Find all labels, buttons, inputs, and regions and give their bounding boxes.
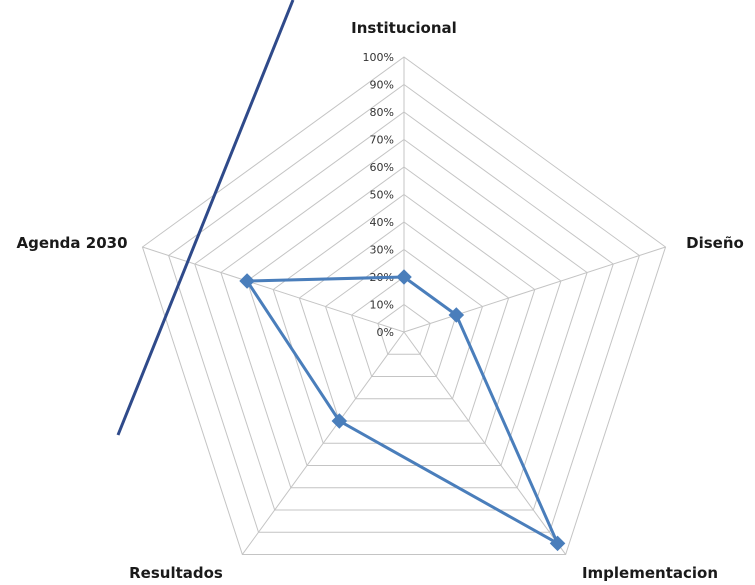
radar-spokes xyxy=(142,57,666,555)
diagonal-overlay xyxy=(116,0,295,436)
tick-label: 60% xyxy=(370,161,394,174)
axis-label: Implementacion xyxy=(582,564,718,582)
series-line xyxy=(245,275,560,545)
axis-label: Institucional xyxy=(351,19,457,37)
spoke-3 xyxy=(241,331,405,555)
grid-ring-10 xyxy=(141,56,667,555)
tick-label: 90% xyxy=(370,79,394,92)
grid-ring-7 xyxy=(220,138,588,489)
tick-label: 100% xyxy=(363,51,394,64)
tick-label: 30% xyxy=(370,244,394,257)
tick-label: 10% xyxy=(370,299,394,312)
grid-ring-4 xyxy=(298,221,510,422)
spoke-2 xyxy=(403,331,567,555)
axis-label: Diseño xyxy=(686,234,744,252)
grid-ring-1 xyxy=(377,303,431,355)
overlay-line xyxy=(116,0,295,436)
spoke-1 xyxy=(403,246,666,333)
radar-series xyxy=(239,269,566,552)
tick-label: 70% xyxy=(370,134,394,147)
data-point xyxy=(331,413,348,429)
data-point xyxy=(549,535,566,552)
grid-ring-5 xyxy=(272,193,536,444)
grid-ring-3 xyxy=(324,248,484,400)
axis-label: Resultados xyxy=(129,564,223,582)
data-point xyxy=(239,273,255,289)
grid-ring-8 xyxy=(194,111,614,511)
axis-label: Agenda 2030 xyxy=(16,234,127,252)
radar-grid xyxy=(141,56,667,555)
tick-label: 80% xyxy=(370,106,394,119)
grid-ring-9 xyxy=(168,83,640,533)
radar-axis-labels: Institucional Diseño Implementacion Resulta… xyxy=(16,19,743,582)
tick-label: 40% xyxy=(370,216,394,229)
grid-ring-6 xyxy=(246,166,562,466)
tick-label: 0% xyxy=(377,326,394,339)
tick-label: 50% xyxy=(370,189,394,202)
spoke-4 xyxy=(142,246,405,333)
